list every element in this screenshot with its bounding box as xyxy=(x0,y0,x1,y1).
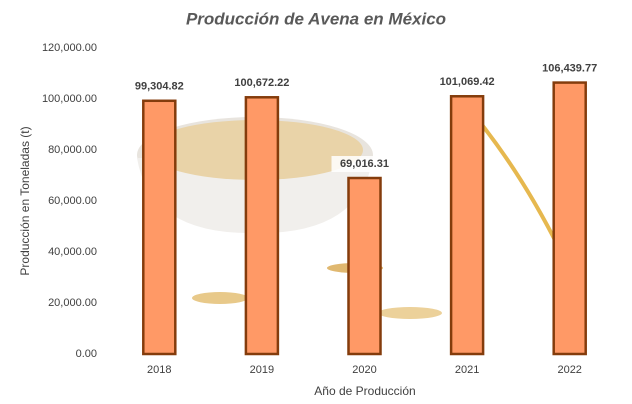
x-tick-label: 2018 xyxy=(147,364,171,376)
x-tick-label: 2021 xyxy=(455,364,479,376)
y-tick-label: 20,000.00 xyxy=(48,297,97,309)
chart-title: Producción de Avena en México xyxy=(186,9,446,28)
y-tick-label: 40,000.00 xyxy=(48,246,97,258)
y-tick-label: 0.00 xyxy=(76,348,97,360)
x-tick-label: 2022 xyxy=(557,364,581,376)
y-tick-label: 80,000.00 xyxy=(48,144,97,156)
value-label-bg xyxy=(536,60,603,77)
oat-grain xyxy=(192,292,248,304)
oat-grain xyxy=(378,307,442,319)
y-tick-label: 60,000.00 xyxy=(48,195,97,207)
value-label-bg xyxy=(331,156,398,173)
bar xyxy=(244,96,280,356)
value-label: 106,439.77 xyxy=(542,62,597,74)
value-label: 99,304.82 xyxy=(135,81,184,93)
x-tick-label: 2020 xyxy=(352,364,376,376)
value-label: 69,016.31 xyxy=(340,158,389,170)
y-axis-label: Producción en Toneladas (t) xyxy=(18,126,32,275)
bar xyxy=(449,95,485,356)
y-tick-label: 100,000.00 xyxy=(42,93,97,105)
value-label-bg xyxy=(126,78,193,95)
y-tick-label: 120,000.00 xyxy=(42,42,97,54)
x-axis-label: Año de Producción xyxy=(314,384,415,398)
value-label-bg xyxy=(228,75,295,92)
value-label-bg xyxy=(434,74,501,91)
bar xyxy=(142,99,177,356)
x-tick-label: 2019 xyxy=(250,364,274,376)
value-label: 101,069.42 xyxy=(440,76,495,88)
bar xyxy=(552,81,587,356)
value-label: 100,672.22 xyxy=(234,77,289,89)
bar xyxy=(347,176,382,356)
